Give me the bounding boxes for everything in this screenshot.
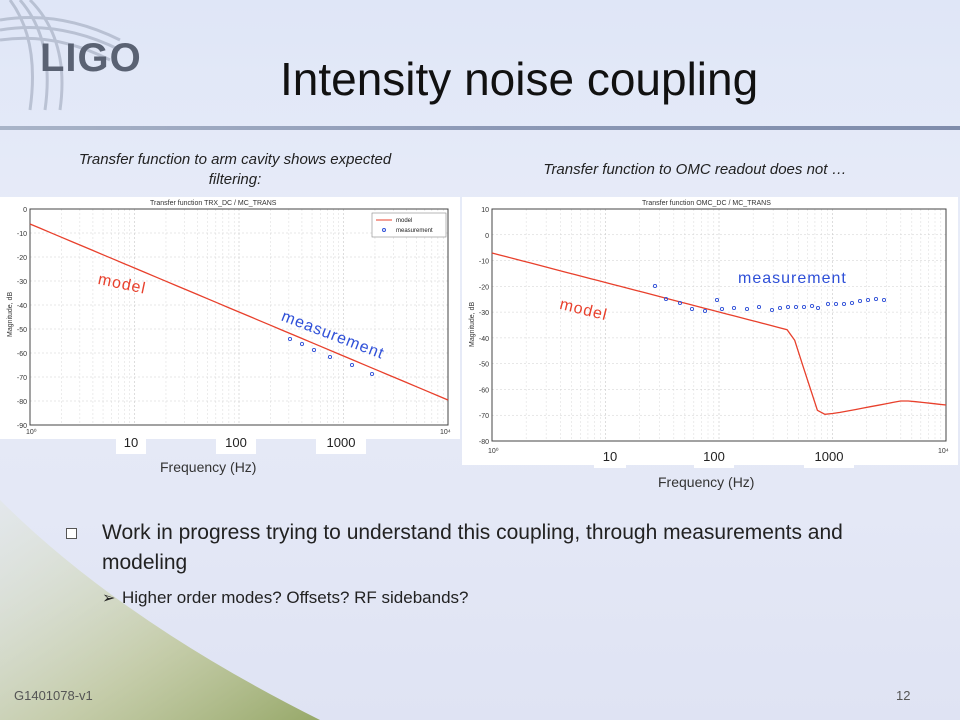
ytick-label: -40 bbox=[17, 303, 27, 310]
ytick-label: -20 bbox=[479, 284, 489, 291]
ytick-label: -70 bbox=[479, 413, 489, 420]
measurement-point bbox=[327, 354, 333, 360]
right-plot-caption: Transfer function to OMC readout does no… bbox=[543, 161, 847, 178]
measurement-point bbox=[833, 301, 839, 307]
left-xlabel: Frequency (Hz) bbox=[160, 459, 257, 475]
left-legend-measurement: measurement bbox=[396, 228, 433, 234]
measurement-point bbox=[777, 305, 783, 311]
measurement-point bbox=[881, 297, 887, 303]
measurement-point bbox=[793, 304, 799, 310]
left-xtick-low: 10⁰ bbox=[26, 428, 37, 436]
measurement-point bbox=[287, 336, 293, 342]
arrow-bullet-icon: ➢ bbox=[102, 590, 116, 607]
ytick-label: -60 bbox=[479, 387, 489, 394]
measurement-point bbox=[719, 306, 725, 312]
left-plot-frame bbox=[29, 208, 449, 426]
ligo-logo: LIGO bbox=[40, 36, 142, 80]
ytick-label: -10 bbox=[17, 231, 27, 238]
right-plot-panel: Transfer function OMC_DC / MC_TRANS Magn… bbox=[462, 197, 958, 465]
measurement-point bbox=[825, 301, 831, 307]
ytick-label: -80 bbox=[17, 399, 27, 406]
measurement-point bbox=[857, 298, 863, 304]
measurement-point bbox=[769, 307, 775, 313]
ytick-label: -40 bbox=[479, 336, 489, 343]
title-divider bbox=[0, 126, 960, 130]
measurement-point bbox=[714, 297, 720, 303]
logo-swoosh-graphic bbox=[0, 0, 121, 111]
right-xtick-high: 10⁴ bbox=[938, 448, 949, 455]
measurement-point bbox=[311, 347, 317, 353]
measurement-point bbox=[801, 304, 807, 310]
measurement-point bbox=[369, 371, 375, 377]
ytick-label: 0 bbox=[23, 207, 27, 214]
measurement-point bbox=[865, 297, 871, 303]
ytick-label: -90 bbox=[17, 423, 27, 430]
right-freq-chip-100: 100 bbox=[694, 446, 734, 468]
ytick-label: -50 bbox=[479, 362, 489, 369]
ytick-label: -80 bbox=[479, 439, 489, 446]
right-ylabel: Magnitude, dB bbox=[469, 302, 476, 347]
measurement-point bbox=[702, 308, 708, 314]
left-model-curve bbox=[29, 223, 449, 401]
left-plot-panel: Transfer function TRX_DC / MC_TRANS Magn… bbox=[0, 197, 460, 439]
page-number: 12 bbox=[896, 688, 911, 703]
left-plot-title: Transfer function TRX_DC / MC_TRANS bbox=[150, 200, 277, 207]
left-plot-caption: Transfer function to arm cavity shows ex… bbox=[78, 151, 392, 188]
left-freq-chip-100: 100 bbox=[216, 432, 256, 454]
document-id: G1401078-v1 bbox=[14, 688, 93, 703]
ytick-label: -30 bbox=[17, 279, 27, 286]
measurement-point bbox=[731, 305, 737, 311]
sub-bullet-item: ➢ Higher order modes? Offsets? RF sideba… bbox=[66, 588, 926, 608]
ytick-label: -30 bbox=[479, 310, 489, 317]
right-transfer-function-plot: Magnitude, dB 10 0 -10 -20 -30 -40 -50 -60 -70 -8… bbox=[469, 207, 949, 455]
right-xlabel: Frequency (Hz) bbox=[658, 474, 755, 490]
measurement-point bbox=[815, 305, 821, 311]
left-freq-chip-10: 10 bbox=[116, 432, 146, 454]
measurement-point bbox=[756, 304, 762, 310]
ytick-label: -10 bbox=[479, 259, 489, 266]
right-xtick-low: 10⁰ bbox=[488, 447, 499, 455]
bullet-item: Work in progress trying to understand th… bbox=[66, 518, 926, 578]
measurement-point bbox=[652, 283, 658, 289]
measurement-point bbox=[744, 306, 750, 312]
square-bullet-icon bbox=[66, 528, 77, 539]
measurement-point bbox=[677, 300, 683, 306]
measurement-point bbox=[663, 296, 669, 302]
measurement-point bbox=[809, 303, 815, 309]
right-model-curve bbox=[491, 252, 947, 415]
bullet-list: Work in progress trying to understand th… bbox=[66, 518, 926, 608]
left-legend: model measurement bbox=[371, 212, 447, 238]
right-measurement-annotation: measurement bbox=[738, 270, 847, 287]
corner-gradient-swoosh bbox=[0, 500, 320, 720]
measurement-point bbox=[689, 306, 695, 312]
measurement-point bbox=[841, 301, 847, 307]
slide-title: Intensity noise coupling bbox=[280, 53, 759, 105]
ytick-label: 10 bbox=[481, 207, 489, 214]
ytick-label: -60 bbox=[17, 351, 27, 358]
right-plot-title: Transfer function OMC_DC / MC_TRANS bbox=[642, 200, 771, 207]
ytick-label: -70 bbox=[17, 375, 27, 382]
ytick-label: -50 bbox=[17, 327, 27, 334]
bullet-text: Work in progress trying to understand th… bbox=[102, 521, 843, 574]
measurement-point bbox=[873, 296, 879, 302]
left-transfer-function-plot: Magnitude, dB 0 -10 -20 -30 -40 -50 -60 -70 -80 -… bbox=[7, 207, 451, 436]
measurement-point bbox=[849, 300, 855, 306]
ytick-label: 0 bbox=[485, 233, 489, 240]
measurement-point bbox=[349, 362, 355, 368]
left-legend-measurement-marker bbox=[382, 228, 386, 232]
sub-bullet-text: Higher order modes? Offsets? RF sideband… bbox=[122, 588, 469, 607]
measurement-point bbox=[785, 304, 791, 310]
left-legend-model: model bbox=[396, 218, 412, 224]
left-ylabel: Magnitude, dB bbox=[7, 292, 14, 337]
left-xtick-high: 10⁴ bbox=[440, 429, 451, 436]
left-freq-chip-1000: 1000 bbox=[316, 432, 366, 454]
ytick-label: -20 bbox=[17, 255, 27, 262]
right-freq-chip-1000: 1000 bbox=[804, 446, 854, 468]
measurement-point bbox=[299, 341, 305, 347]
right-freq-chip-10: 10 bbox=[594, 446, 626, 468]
right-plot-frame bbox=[491, 208, 947, 442]
